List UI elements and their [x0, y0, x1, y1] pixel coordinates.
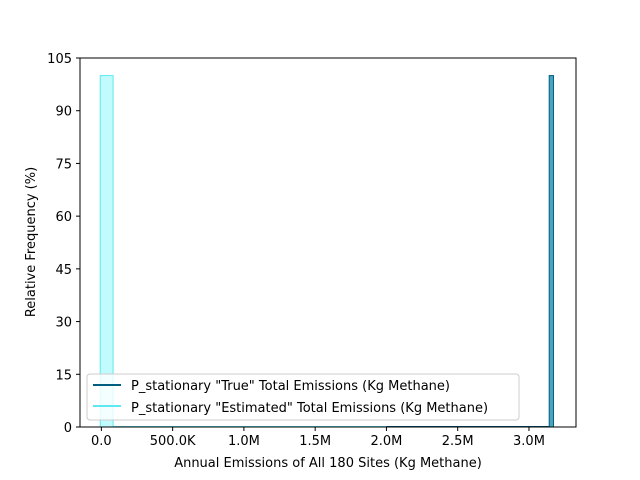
legend-label-estimated: P_stationary "Estimated" Total Emissions…: [131, 401, 488, 416]
legend-box: [86, 373, 520, 421]
y-tick-label: 105: [47, 52, 72, 67]
legend: P_stationary "True" Total Emissions (Kg …: [86, 373, 520, 421]
y-tick-label: 30: [55, 316, 72, 331]
y-axis-label: Relative Frequency (%): [24, 167, 39, 317]
histogram-bar-true: [548, 75, 554, 428]
x-tick-label: 0.0: [91, 434, 112, 449]
x-tick-label: 1.5M: [299, 434, 331, 449]
y-axis: 0 15 30 45 60 75 90 105: [47, 52, 80, 436]
plot-frame: [79, 57, 577, 428]
y-tick-label: 0: [64, 421, 72, 436]
y-tick-label: 75: [55, 157, 72, 172]
x-tick-label: 2.5M: [442, 434, 474, 449]
x-axis: 0.0 500.0K 1.0M 1.5M 2.0M 2.5M 3.0M: [91, 427, 545, 449]
x-tick-label: 2.0M: [370, 434, 402, 449]
x-tick-label: 3.0M: [513, 434, 545, 449]
plot-area: [80, 58, 576, 427]
x-tick-label: 500.0K: [150, 434, 196, 449]
y-tick-label: 60: [55, 210, 72, 225]
y-tick-label: 90: [55, 105, 72, 120]
x-axis-label: Annual Emissions of All 180 Sites (Kg Me…: [174, 456, 482, 471]
x-tick-label: 1.0M: [228, 434, 260, 449]
legend-label-true: P_stationary "True" Total Emissions (Kg …: [131, 379, 450, 394]
y-tick-label: 15: [55, 368, 72, 383]
y-tick-label: 45: [55, 263, 72, 278]
